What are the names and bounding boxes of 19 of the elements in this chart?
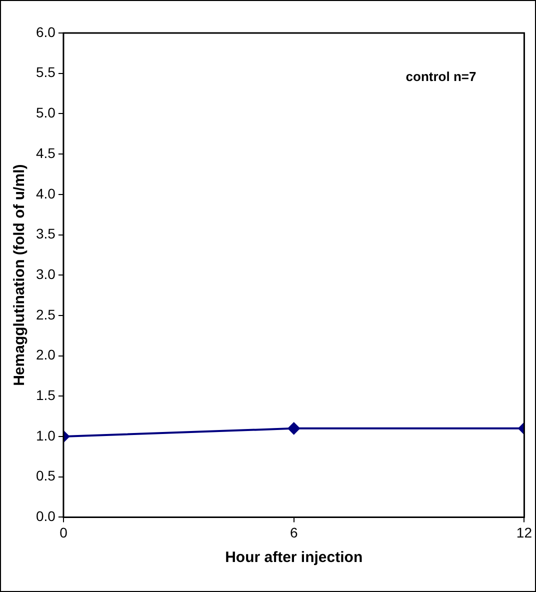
y-tick-label: 0.5 <box>36 468 56 484</box>
x-tick-label: 12 <box>516 524 532 540</box>
y-tick-label: 5.0 <box>36 104 56 121</box>
y-tick-label: 1.0 <box>36 427 56 444</box>
y-tick-label: 4.5 <box>36 144 56 161</box>
y-tick-label: 2.0 <box>36 346 56 363</box>
y-tick-label: 4.0 <box>36 185 56 202</box>
y-tick-label: 0.0 <box>36 508 56 524</box>
annotation: control n=7 <box>406 69 476 84</box>
y-tick-label: 2.5 <box>36 306 56 322</box>
x-axis-title: Hour after injection <box>225 549 363 566</box>
x-tick-label: 0 <box>60 524 68 540</box>
y-tick-label: 6.0 <box>36 24 56 40</box>
y-tick-label: 3.0 <box>36 266 56 282</box>
y-axis-title: Hemagglutination (fold of u/ml) <box>11 164 28 386</box>
x-tick-label: 6 <box>290 524 298 540</box>
y-tick-label: 3.5 <box>36 226 56 242</box>
y-tick-label: 5.5 <box>36 64 56 80</box>
y-tick-label: 1.5 <box>36 387 56 404</box>
